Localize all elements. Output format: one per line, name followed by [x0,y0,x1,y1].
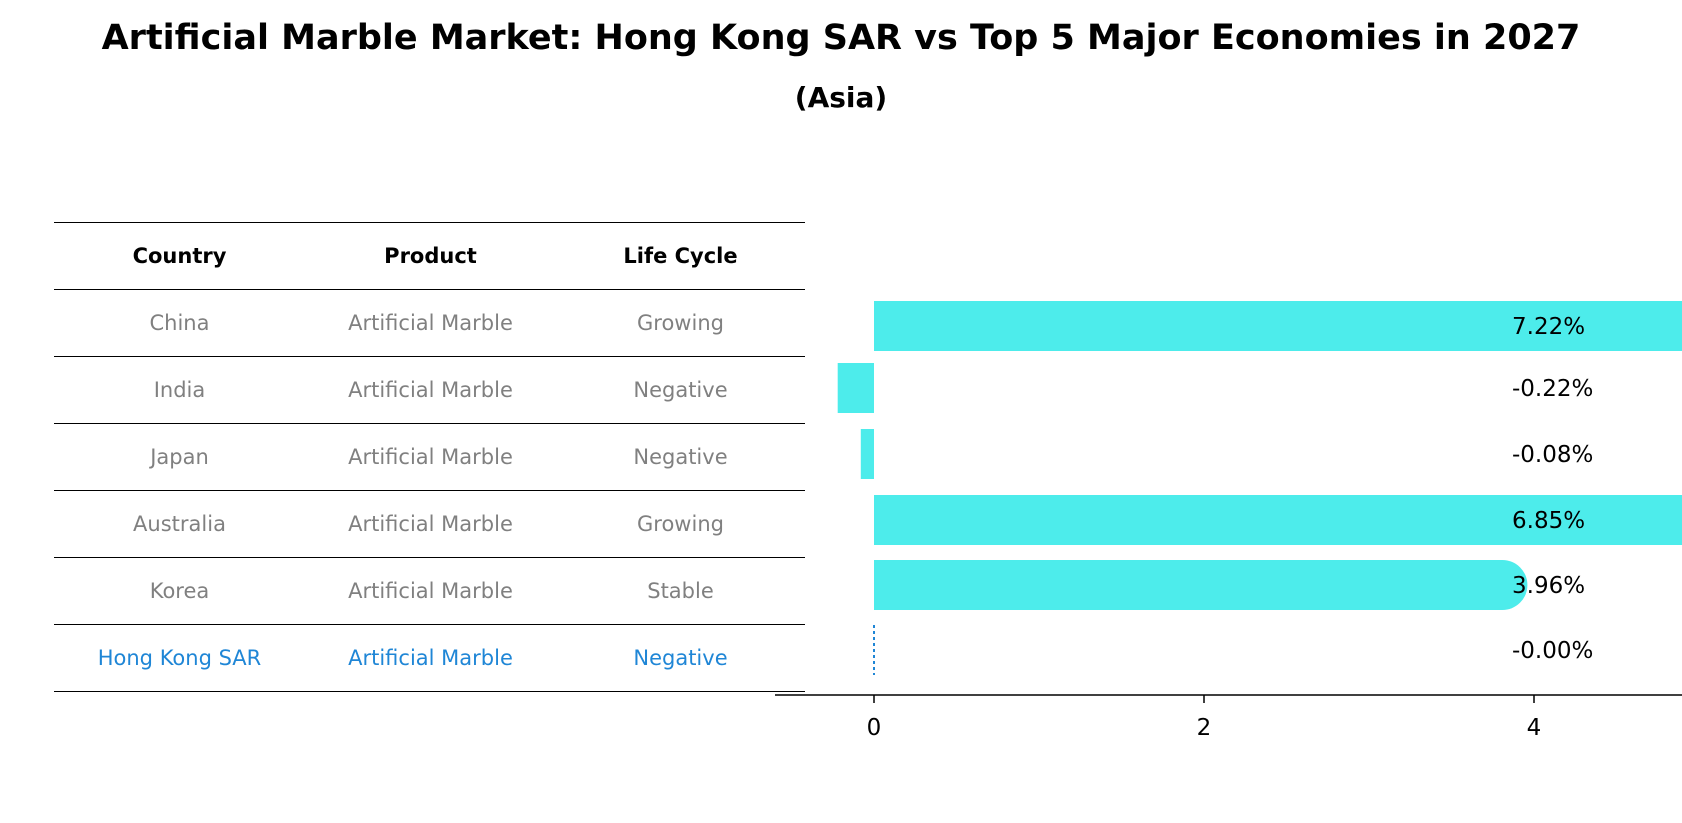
x-tick-label: 4 [1527,715,1542,741]
header-life-cycle: Life Cycle [623,244,738,268]
life-cycle-cell: Negative [633,378,728,402]
table-row-highlighted: Hong Kong SAR Artificial Marble Negative [54,624,805,692]
product-cell: Artificial Marble [348,378,513,402]
product-cell: Artificial Marble [348,579,513,603]
country-cell: India [153,378,206,402]
market-table: Country Product Life Cycle China Artific… [54,222,805,692]
table-row: India Artificial Marble Negative [54,356,805,423]
chart-title: Artificial Marble Market: Hong Kong SAR … [101,18,1581,58]
value-label: 6.85% [1512,508,1585,534]
product-cell: Artificial Marble [348,445,513,469]
table-header-row: Country Product Life Cycle [54,222,805,289]
life-cycle-cell: Stable [647,579,714,603]
value-label: -0.08% [1512,442,1593,468]
table-row: Japan Artificial Marble Negative [54,423,805,490]
country-cell: China [149,311,210,335]
product-cell: Artificial Marble [348,512,513,536]
bar-mark [874,560,1528,610]
header-country: Country [132,244,227,268]
value-label: 3.96% [1512,573,1585,599]
table-row: Australia Artificial Marble Growing [54,490,805,557]
country-cell: Japan [150,445,209,469]
country-cell: Hong Kong SAR [97,646,262,670]
product-cell: Artificial Marble [348,311,513,335]
bar-mark [874,301,1682,351]
bar-mark [860,429,874,479]
value-label: 7.22% [1512,314,1585,340]
country-cell: Australia [133,512,226,536]
life-cycle-cell: Growing [637,512,724,536]
x-tick-label: 0 [867,715,882,741]
life-cycle-cell: Negative [633,646,728,670]
country-cell: Korea [149,579,210,603]
table-row: Korea Artificial Marble Stable [54,557,805,624]
table-row: China Artificial Marble Growing [54,289,805,356]
bar-mark [874,495,1682,545]
value-label: -0.22% [1512,376,1593,402]
product-cell: Artificial Marble [348,646,513,670]
header-product: Product [384,244,477,268]
bar-mark [837,363,874,413]
chart-subtitle: (Asia) [794,81,888,114]
value-label: -0.00% [1512,638,1593,664]
x-tick-label: 2 [1197,715,1212,741]
life-cycle-cell: Negative [633,445,728,469]
life-cycle-cell: Growing [637,311,724,335]
